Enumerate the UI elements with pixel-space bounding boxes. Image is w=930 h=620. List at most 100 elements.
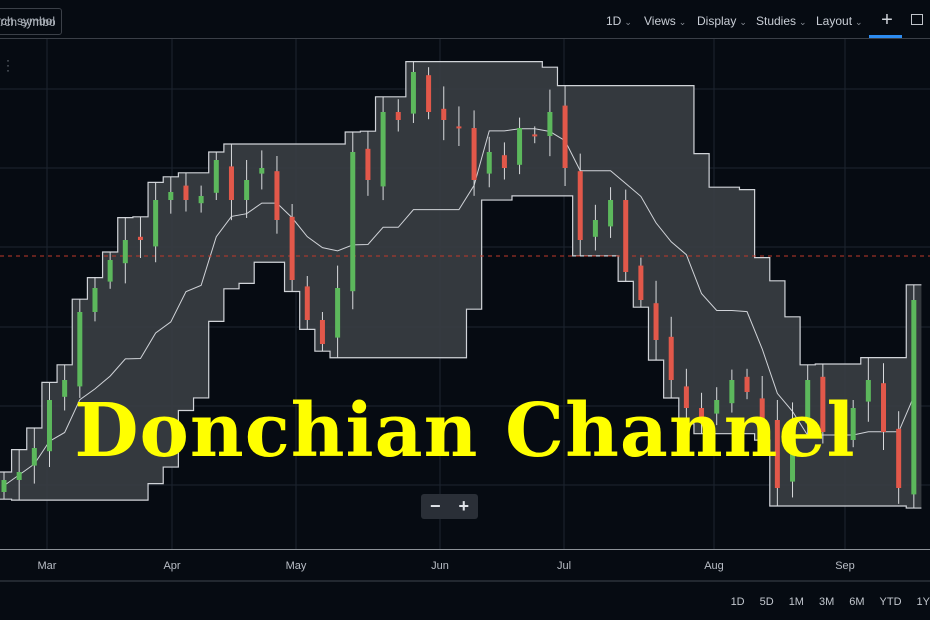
candle-body	[410, 72, 416, 114]
candle-body	[699, 408, 705, 420]
chevron-down-icon: ⌄	[678, 17, 687, 27]
studies-label: Studies	[756, 14, 797, 28]
price-chart[interactable]	[0, 39, 930, 549]
x-tick-label: Jul	[556, 560, 572, 572]
candle-body	[77, 312, 83, 387]
candle-body	[881, 383, 887, 432]
candle-body	[122, 240, 128, 264]
layout-label: Layout	[816, 14, 853, 28]
x-tick-label: Aug	[704, 560, 724, 572]
top-toolbar: arch symbol 1D⌄ Views⌄ Display⌄ Studies⌄…	[0, 0, 930, 39]
overlay-title: Donchian Channel	[74, 388, 856, 474]
candle-body	[517, 128, 523, 165]
x-axis-line	[0, 549, 930, 550]
range-button-1y[interactable]: 1Y	[916, 596, 930, 608]
layout-menu[interactable]: Layout ⌄	[816, 14, 863, 28]
candle-body	[426, 75, 432, 112]
candle-body	[729, 380, 735, 404]
candle-body	[850, 408, 856, 440]
candle-body	[532, 134, 538, 137]
candle-body	[790, 420, 796, 482]
candle-body	[274, 171, 280, 220]
range-button-3m[interactable]: 3M	[818, 596, 835, 608]
candle-body	[501, 155, 507, 168]
candle-body	[456, 126, 462, 129]
candle-body	[805, 380, 811, 424]
symbol-search-input[interactable]	[0, 8, 62, 35]
candle-body	[183, 185, 189, 200]
candle-body	[304, 286, 310, 320]
interval-dropdown[interactable]: 1D ⌄	[606, 14, 632, 28]
display-menu[interactable]: Display ⌄	[697, 14, 747, 28]
middle-band	[3, 128, 915, 487]
range-button-1d[interactable]: 1D	[730, 596, 745, 608]
candle-body	[865, 380, 871, 402]
book-icon[interactable]	[911, 14, 923, 25]
range-button-5d[interactable]: 5D	[759, 596, 774, 608]
candle-body	[1, 480, 7, 492]
candle-body	[547, 112, 553, 136]
candle-body	[92, 288, 98, 312]
candle-body	[638, 265, 644, 300]
axis-separator	[0, 580, 930, 582]
candle-body	[137, 236, 143, 240]
x-tick-label: May	[285, 560, 307, 572]
candle-body	[198, 196, 204, 204]
display-label: Display	[697, 14, 737, 28]
candle-body	[62, 380, 68, 397]
chevron-down-icon: ⌄	[799, 17, 807, 27]
candle-body	[244, 180, 250, 200]
x-tick-label: Jun	[431, 560, 449, 572]
candle-body	[16, 472, 22, 480]
candle-body	[395, 112, 401, 120]
candle-body	[774, 420, 780, 488]
candle-body	[259, 168, 265, 174]
candle-body	[683, 386, 689, 408]
candle-body	[335, 288, 341, 338]
candle-body	[608, 200, 614, 227]
candle-body	[623, 200, 629, 272]
candle-body	[213, 160, 219, 193]
candle-body	[153, 200, 159, 247]
range-selector: 1D 5D 1M 3M 6M YTD 1Y	[716, 596, 930, 608]
candle-body	[228, 166, 234, 200]
candle-body	[350, 152, 356, 292]
symbol-search: arch symbol	[0, 8, 62, 35]
candle-body	[380, 112, 386, 187]
range-button-ytd[interactable]: YTD	[879, 596, 902, 608]
interval-label: 1D	[606, 14, 622, 28]
studies-menu[interactable]: Studies ⌄	[756, 14, 807, 28]
zoom-out-button[interactable]: −	[429, 496, 441, 516]
crosshair-icon[interactable]: +	[881, 9, 893, 31]
views-menu[interactable]: Views ⌄	[644, 14, 686, 28]
candle-body	[759, 398, 765, 420]
range-button-1m[interactable]: 1M	[788, 596, 804, 608]
more-options-icon[interactable]: · · ·	[6, 53, 10, 77]
candle-body	[744, 376, 750, 392]
views-label: Views	[644, 14, 676, 28]
chevron-down-icon: ⌄	[855, 17, 863, 27]
candle-body	[289, 216, 295, 280]
x-tick-label: Sep	[835, 560, 855, 572]
upper-band	[0, 61, 922, 473]
candle-body	[31, 448, 37, 466]
candle-body	[896, 428, 902, 488]
candle-body	[46, 400, 52, 452]
candle-body	[365, 148, 371, 180]
zoom-in-button[interactable]: +	[458, 496, 469, 516]
candle-body	[714, 400, 720, 414]
candle-body	[107, 260, 113, 282]
candle-body	[577, 171, 583, 240]
lower-band	[0, 195, 922, 509]
candle-body	[319, 320, 325, 344]
chevron-down-icon: ⌄	[739, 17, 747, 27]
zoom-control: − +	[421, 494, 478, 519]
candle-body	[820, 376, 826, 432]
range-button-6m[interactable]: 6M	[849, 596, 865, 608]
candle-body	[471, 128, 477, 180]
candle-body	[653, 303, 659, 340]
candle-body	[668, 336, 674, 380]
x-tick-label: Mar	[37, 560, 57, 572]
chevron-down-icon: ⌄	[624, 17, 632, 27]
candle-body	[592, 220, 598, 237]
